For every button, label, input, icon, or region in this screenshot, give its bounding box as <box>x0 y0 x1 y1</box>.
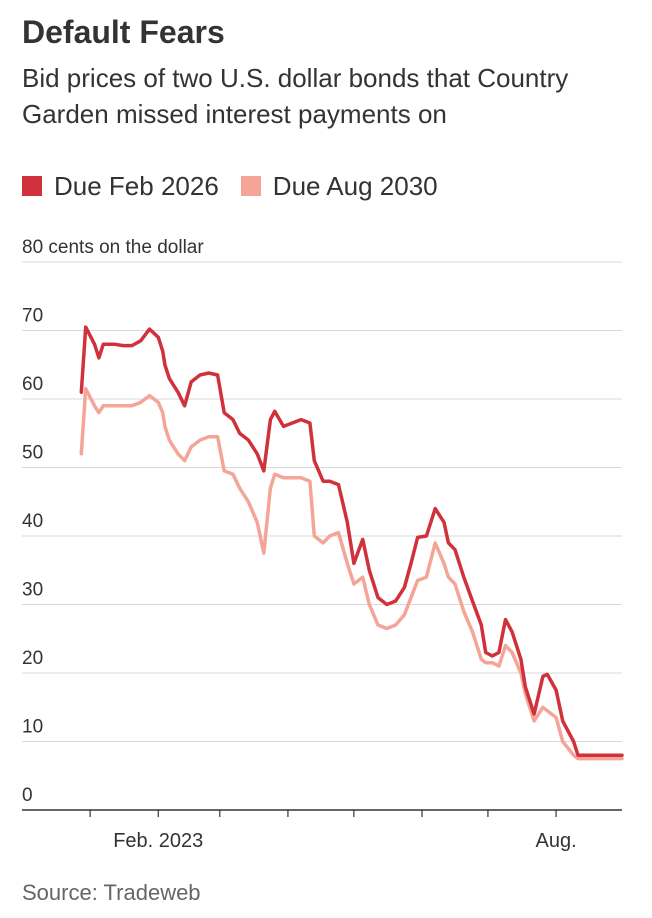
y-tick-label-0: 0 <box>22 785 33 806</box>
y-tick-label-10: 10 <box>22 717 43 738</box>
legend-item-aug-2030: Due Aug 2030 <box>240 170 438 202</box>
chart-title: Default Fears <box>22 14 225 50</box>
x-axis: Feb. 2023 Aug. <box>22 809 622 852</box>
y-tick-label-60: 60 <box>22 374 43 395</box>
series-line-0 <box>79 325 624 757</box>
gridlines <box>22 261 622 742</box>
legend-swatch-aug-2030 <box>240 176 261 196</box>
source-note: Source: Tradeweb <box>22 880 201 905</box>
x-tick-label-7: Aug. <box>535 830 576 852</box>
y-tick-label-50: 50 <box>22 443 43 464</box>
y-tick-label-30: 30 <box>22 580 43 601</box>
series-line-1 <box>79 386 624 761</box>
legend-label-aug-2030: Due Aug 2030 <box>272 170 438 201</box>
line-chart: 80 cents on the dollar 70 60 50 40 30 20 10 0 Fe… <box>22 237 624 852</box>
chart-subtitle: Bid prices of two U.S. dollar bonds that… <box>22 63 569 129</box>
y-tick-label-70: 70 <box>22 306 43 327</box>
legend-label-feb-2026: Due Feb 2026 <box>54 170 219 201</box>
x-tick-label-1: Feb. 2023 <box>113 830 203 852</box>
legend-item-feb-2026: Due Feb 2026 <box>22 171 219 202</box>
y-axis-labels: 80 cents on the dollar 70 60 50 40 30 20 10 0 <box>22 237 204 806</box>
legend-swatch-feb-2026 <box>22 176 42 196</box>
y-tick-label-20: 20 <box>22 648 43 669</box>
series-lines <box>79 325 624 761</box>
chart-legend: Due Feb 2026 Due Aug 2030 <box>22 170 460 202</box>
y-tick-label-40: 40 <box>22 511 43 532</box>
y-tick-label-80: 80 cents on the dollar <box>22 237 204 258</box>
